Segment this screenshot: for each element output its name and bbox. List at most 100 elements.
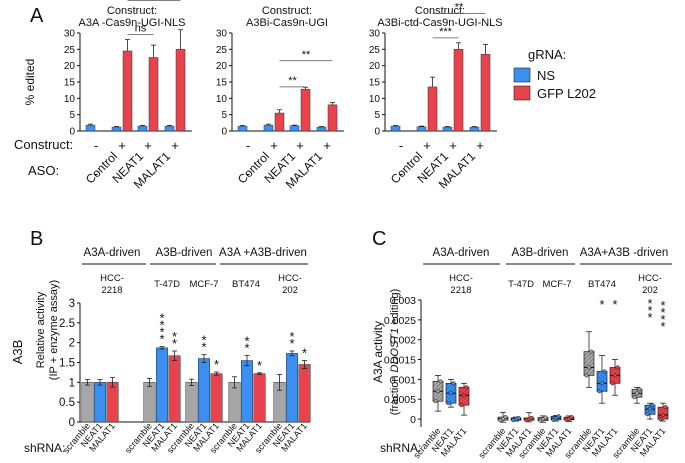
b-cell-hcc202-l1: HCC- xyxy=(278,273,302,284)
c-cell-t47d: T-47D xyxy=(508,279,534,290)
bar-neat1-hcc-202 xyxy=(286,353,298,423)
significance-stars: ** xyxy=(172,329,177,351)
significance-stars: **** xyxy=(159,311,164,347)
y-tick-label: 1.5 xyxy=(59,358,75,370)
construct-mark: + xyxy=(296,138,304,153)
bar-gfp-neat1 xyxy=(148,57,159,132)
data-point xyxy=(448,391,454,396)
y-tick-label: 5 xyxy=(374,110,380,121)
bar-neat1-hcc-2218 xyxy=(94,382,106,423)
box-malat1-hcc-202 xyxy=(657,402,669,422)
panel-label-a: A xyxy=(30,5,44,27)
box-neat1-mcf-7 xyxy=(550,414,562,422)
data-point xyxy=(543,415,548,420)
legend-title: gRNA: xyxy=(528,47,566,62)
box-neat1-hcc-202 xyxy=(644,402,656,420)
a1-subtitle: A3A -Cas9n-UGI-NLS xyxy=(79,17,186,29)
aso-row-label: ASO: xyxy=(28,163,59,178)
y-tick-label: 0 xyxy=(69,417,75,429)
data-point xyxy=(615,365,620,370)
data-point xyxy=(650,403,655,408)
panel-c-ylabel-sub: (fraction DDOST1 editing) xyxy=(389,289,401,416)
b-cell-hcc2218-l2: 2218 xyxy=(101,285,122,296)
data-point xyxy=(433,399,438,404)
aso-label: - xyxy=(94,166,98,181)
significance-label: ns xyxy=(135,23,147,35)
y-tick-label: 30 xyxy=(64,29,76,40)
data-point xyxy=(529,415,534,420)
data-point xyxy=(459,403,464,408)
box-scramble-mcf-7 xyxy=(537,415,549,423)
panel-b-ylabel-sub2: (IP + enzyme assay) xyxy=(48,280,60,380)
b-cell-bt474: BT474 xyxy=(232,279,260,290)
construct-mark: - xyxy=(94,138,98,153)
bar-ns-- xyxy=(85,124,96,132)
panel-a-ylabel: % edited xyxy=(23,59,37,106)
y-tick-label: 15 xyxy=(64,78,76,89)
c-cell-hcc2218-l1: HCC- xyxy=(449,273,473,284)
construct-mark: + xyxy=(118,138,126,153)
bar-scramble-t-47d xyxy=(143,382,156,423)
data-point xyxy=(612,373,618,378)
bar-gfp-malat1 xyxy=(480,53,491,132)
construct-row-label: Construct: xyxy=(14,137,73,152)
construct-mark: + xyxy=(323,138,331,153)
significance-stars: * xyxy=(612,297,617,312)
significance-label: ** xyxy=(302,49,311,61)
data-point xyxy=(438,379,443,384)
y-tick-label: 2 xyxy=(69,338,75,350)
y-tick-label: 1 xyxy=(69,377,75,389)
bar-ns-malat1 xyxy=(469,126,480,132)
y-tick-label: 0 xyxy=(221,127,227,138)
b-header-a3a: A3A-driven xyxy=(84,247,141,259)
bar-neat1-bt474 xyxy=(241,360,253,423)
a2-title: Construct: xyxy=(262,5,312,17)
bar-gfp-control xyxy=(427,86,438,132)
construct-mark: - xyxy=(399,138,403,153)
significance-label: ** xyxy=(288,75,297,87)
construct-mark: + xyxy=(476,138,484,153)
y-tick-label: 0.001 xyxy=(390,374,416,386)
bar-malat1-mcf-7 xyxy=(210,373,223,423)
bar-gfp-malat1 xyxy=(327,104,338,132)
c-header-a3b: A3B-driven xyxy=(512,247,569,259)
bar-ns-control xyxy=(263,124,274,132)
box-scramble-bt474 xyxy=(583,331,595,388)
y-tick-label: 2.5 xyxy=(59,318,75,330)
data-point xyxy=(446,401,451,406)
data-point xyxy=(584,373,589,378)
y-tick-label: 0 xyxy=(410,414,416,426)
a2-subtitle: A3Bi-Cas9n-UGI xyxy=(246,17,328,29)
panel-b-ylabel-main: A3B xyxy=(10,340,25,365)
legend-gfp-swatch xyxy=(513,85,531,101)
y-tick-label: 5 xyxy=(221,110,227,121)
c-cell-mcf7: MCF-7 xyxy=(542,279,571,290)
b-cell-hcc2218-l1: HCC- xyxy=(100,273,124,284)
bar-scramble-hcc-2218 xyxy=(81,382,94,423)
significance-stars: *** xyxy=(647,296,652,325)
data-point xyxy=(589,349,594,354)
box-hatch xyxy=(584,351,594,376)
construct-mark: + xyxy=(171,138,179,153)
y-tick-label: 0.0005 xyxy=(384,394,416,406)
data-point xyxy=(634,391,640,396)
construct-mark: + xyxy=(144,138,152,153)
box-neat1-bt474 xyxy=(596,355,608,404)
significance-label: *** xyxy=(439,26,453,38)
y-tick-label: 0.5 xyxy=(59,397,75,409)
box-neat1-hcc-2218 xyxy=(445,378,457,408)
panel-c: C A3A activity (fraction DDOST1 editing)… xyxy=(371,228,672,460)
y-tick-label: 15 xyxy=(216,78,228,89)
bar-ns-- xyxy=(237,125,248,132)
data-point xyxy=(556,414,561,419)
y-tick-label: 0.003 xyxy=(390,295,416,307)
bar-malat1-hcc-2218 xyxy=(106,382,119,423)
bar-ns-neat1 xyxy=(442,126,453,132)
bar-malat1-t-47d xyxy=(168,355,181,423)
bar-neat1-t-47d xyxy=(156,347,168,423)
c-cell-hcc202-l2: 202 xyxy=(642,285,658,296)
y-tick-label: 0 xyxy=(69,127,75,138)
bar-neat1-mcf-7 xyxy=(198,358,210,423)
data-point xyxy=(451,381,456,386)
